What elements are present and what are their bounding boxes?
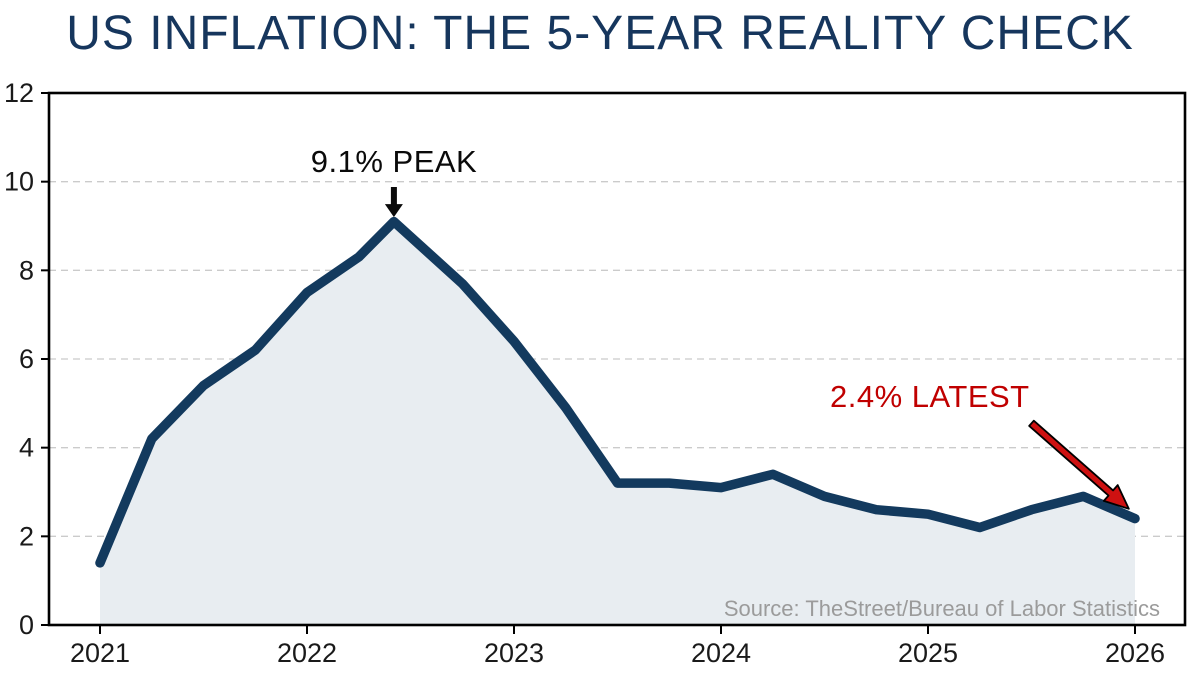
x-tick-label: 2023 bbox=[484, 638, 544, 668]
x-tick-label: 2021 bbox=[70, 638, 130, 668]
x-tick-label: 2022 bbox=[277, 638, 337, 668]
latest-arrow bbox=[1028, 419, 1130, 510]
y-tick-label: 10 bbox=[4, 167, 34, 197]
source-attribution: Source: TheStreet/Bureau of Labor Statis… bbox=[723, 596, 1160, 621]
x-tick-label: 2026 bbox=[1105, 638, 1165, 668]
x-tick-label: 2024 bbox=[691, 638, 751, 668]
latest-annotation-label: 2.4% LATEST bbox=[830, 379, 1030, 414]
peak-arrow bbox=[384, 187, 403, 218]
y-tick-label: 8 bbox=[19, 255, 34, 285]
y-tick-label: 4 bbox=[19, 433, 34, 463]
inflation-area-fill bbox=[100, 221, 1135, 625]
y-tick-label: 6 bbox=[19, 344, 34, 374]
y-tick-label: 0 bbox=[19, 610, 34, 640]
y-tick-label: 12 bbox=[4, 78, 34, 108]
y-tick-label: 2 bbox=[19, 521, 34, 551]
inflation-line bbox=[95, 216, 1140, 568]
chart-title: US INFLATION: THE 5-YEAR REALITY CHECK bbox=[66, 7, 1134, 60]
peak-annotation-label: 9.1% PEAK bbox=[310, 144, 478, 179]
x-tick-label: 2025 bbox=[898, 638, 958, 668]
